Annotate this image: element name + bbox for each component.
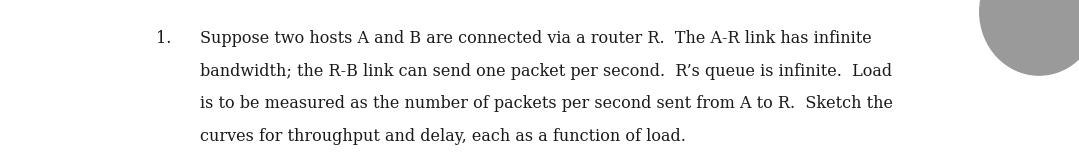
Text: curves for throughput and delay, each as a function of load.: curves for throughput and delay, each as… <box>200 128 685 145</box>
Text: Suppose two hosts A and B are connected via a router R.  The A-R link has infini: Suppose two hosts A and B are connected … <box>200 30 872 47</box>
Ellipse shape <box>980 0 1079 75</box>
Text: 1.: 1. <box>156 30 172 47</box>
Text: is to be measured as the number of packets per second sent from A to R.  Sketch : is to be measured as the number of packe… <box>200 95 892 112</box>
Text: bandwidth; the R-B link can send one packet per second.  R’s queue is infinite. : bandwidth; the R-B link can send one pac… <box>200 63 891 80</box>
